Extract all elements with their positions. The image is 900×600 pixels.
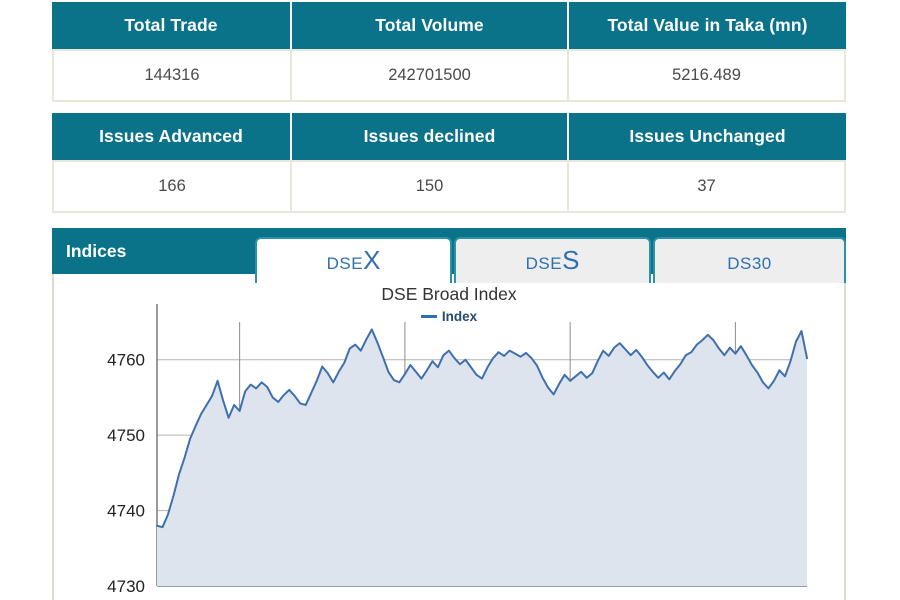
svg-text:4760: 4760 — [107, 351, 145, 370]
svg-text:4740: 4740 — [107, 502, 145, 521]
indices-header-bar: Indices — [52, 228, 250, 274]
column-header-total-trade: Total Trade — [52, 2, 292, 49]
indices-panel: Indices DS30 DSES DSEX DSE Broad Index I… — [52, 228, 846, 600]
tab-dses-label: DSE — [525, 254, 563, 273]
table-row: 144316 242701500 5216.489 — [52, 49, 846, 102]
cell-issues-advanced: 166 — [52, 160, 292, 213]
cell-total-value: 5216.489 — [569, 49, 846, 102]
tab-dsex-label: DSE — [326, 254, 364, 273]
column-header-issues-unchanged: Issues Unchanged — [569, 113, 846, 160]
issues-summary-table: Issues Advanced Issues declined Issues U… — [52, 113, 846, 213]
column-header-issues-advanced: Issues Advanced — [52, 113, 292, 160]
svg-text:4750: 4750 — [107, 426, 145, 445]
tab-dses[interactable]: DSES — [454, 237, 651, 283]
table-header-row: Issues Advanced Issues declined Issues U… — [52, 113, 846, 160]
legend-line-swatch — [420, 314, 437, 318]
tab-ds30[interactable]: DS30 — [653, 237, 846, 283]
column-header-total-volume: Total Volume — [292, 2, 569, 49]
dse-broad-index-chart: DSE Broad Index Index 473047404750476011… — [54, 276, 844, 600]
chart-plot-svg: 473047404750476011:0012:0013:0014:00 — [107, 304, 808, 600]
trade-summary-table: Total Trade Total Volume Total Value in … — [52, 2, 846, 102]
cell-total-trade: 144316 — [52, 49, 292, 102]
tab-dsex-label-suffix: X — [363, 245, 381, 275]
tab-dses-label-suffix: S — [562, 245, 580, 275]
legend-label-index: Index — [441, 309, 478, 324]
svg-text:4730: 4730 — [107, 577, 145, 596]
cell-issues-unchanged: 37 — [569, 160, 846, 213]
column-header-total-value: Total Value in Taka (mn) — [569, 2, 846, 49]
chart-legend: Index — [54, 309, 844, 324]
tab-dsex[interactable]: DSEX — [255, 237, 452, 283]
chart-title: DSE Broad Index — [381, 284, 517, 304]
cell-issues-declined: 150 — [292, 160, 569, 213]
table-row: 166 150 37 — [52, 160, 846, 213]
cell-total-volume: 242701500 — [292, 49, 569, 102]
table-header-row: Total Trade Total Volume Total Value in … — [52, 2, 846, 49]
indices-panel-title: Indices — [66, 241, 127, 261]
column-header-issues-declined: Issues declined — [292, 113, 569, 160]
tab-ds30-label: DS30 — [727, 254, 772, 273]
